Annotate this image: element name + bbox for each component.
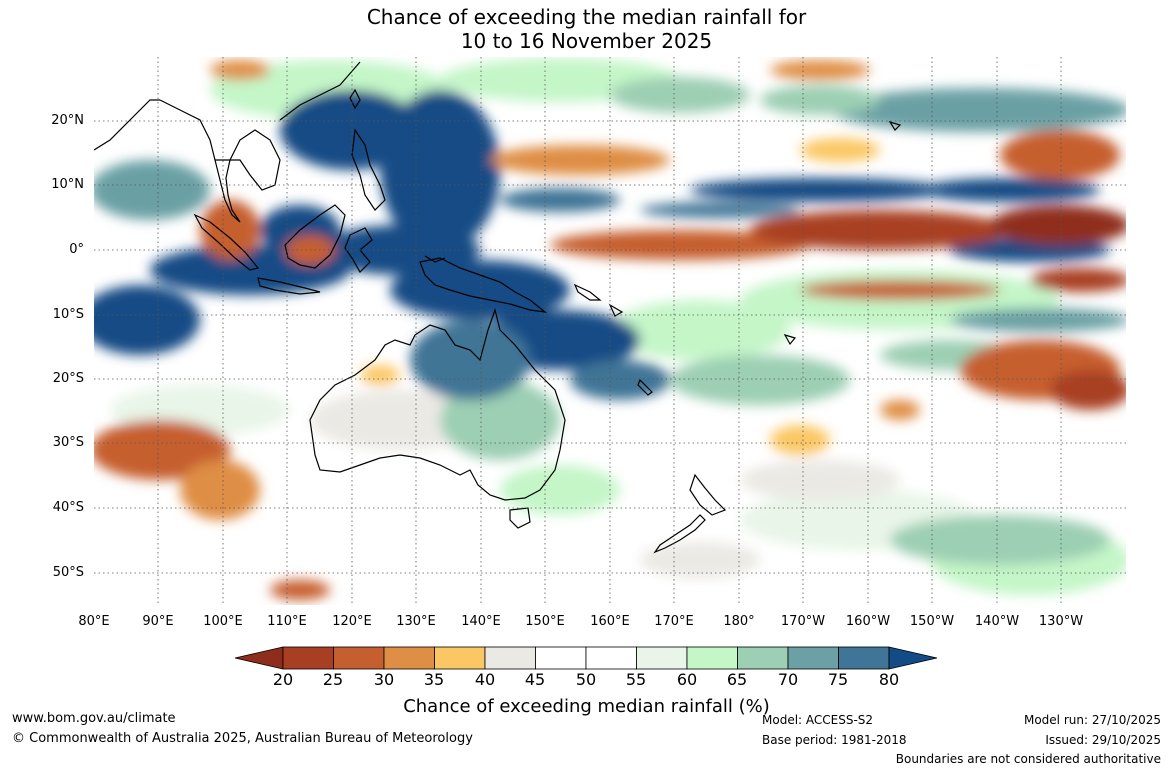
colorbar-tick-50: 50 <box>575 670 597 689</box>
map-title-line-2: 10 to 16 November 2025 <box>460 29 713 53</box>
map-title-line-1: Chance of exceeding the median rainfall … <box>366 5 807 29</box>
rainfall-field <box>94 57 1126 605</box>
lat-label-10s: 10°S <box>52 307 84 322</box>
model-name: Model: ACCESS-S2 <box>762 713 874 727</box>
lat-label-20n: 20°N <box>51 113 84 128</box>
bom-url[interactable]: www.bom.gov.au/climate <box>12 711 176 726</box>
colorbar-tick-40: 40 <box>474 670 496 689</box>
lat-label-0: 0° <box>69 242 84 257</box>
lat-label-10n: 10°N <box>51 177 84 192</box>
colorbar-tick-70: 70 <box>777 670 799 689</box>
lon-label-80e: 80°E <box>78 614 110 629</box>
colorbar-cell <box>686 646 738 670</box>
colorbar-tick-80: 80 <box>878 670 900 689</box>
colorbar-cell <box>787 646 839 670</box>
colorbar-cell <box>434 646 486 670</box>
lon-label-90e: 90°E <box>142 614 174 629</box>
colorbar <box>234 646 938 670</box>
colorbar-under-arrow <box>234 646 284 670</box>
lon-label-150w: 150°W <box>909 614 955 629</box>
lon-label-180: 180° <box>723 614 755 629</box>
lon-label-170w: 170°W <box>780 614 826 629</box>
copyright-notice: © Commonwealth of Australia 2025, Austra… <box>12 731 473 746</box>
lon-label-140w: 140°W <box>974 614 1020 629</box>
colorbar-tick-60: 60 <box>676 670 698 689</box>
lon-label-160w: 160°W <box>845 614 891 629</box>
colorbar-tick-45: 45 <box>524 670 546 689</box>
lon-label-110e: 110°E <box>267 614 307 629</box>
colorbar-cell <box>737 646 789 670</box>
lon-label-150e: 150°E <box>525 614 565 629</box>
lon-label-130e: 130°E <box>396 614 436 629</box>
colorbar-label: Chance of exceeding median rainfall (%) <box>403 696 770 717</box>
colorbar-cell <box>838 646 890 670</box>
colorbar-tick-20: 20 <box>272 670 294 689</box>
colorbar-tick-65: 65 <box>726 670 748 689</box>
lat-label-30s: 30°S <box>52 435 84 450</box>
colorbar-cell <box>282 646 334 670</box>
lon-label-120e: 120°E <box>332 614 372 629</box>
base-period: Base period: 1981-2018 <box>762 733 907 747</box>
lat-label-20s: 20°S <box>52 371 84 386</box>
lon-label-100e: 100°E <box>203 614 243 629</box>
lat-label-40s: 40°S <box>52 500 84 515</box>
colorbar-over-arrow <box>888 646 938 670</box>
colorbar-tick-55: 55 <box>625 670 647 689</box>
colorbar-tick-35: 35 <box>423 670 445 689</box>
colorbar-cell <box>333 646 385 670</box>
colorbar-cell <box>636 646 688 670</box>
lon-label-170e: 170°E <box>654 614 694 629</box>
colorbar-tick-25: 25 <box>322 670 344 689</box>
model-run-date: Model run: 27/10/2025 <box>1023 713 1161 727</box>
colorbar-cell <box>484 646 536 670</box>
rainfall-map <box>94 57 1126 605</box>
colorbar-tick-75: 75 <box>827 670 849 689</box>
graticule <box>94 57 1126 605</box>
coastlines <box>94 61 902 554</box>
boundaries-disclaimer: Boundaries are not considered authoritat… <box>895 752 1161 766</box>
lon-label-130w: 130°W <box>1038 614 1084 629</box>
lon-label-160e: 160°E <box>590 614 630 629</box>
lon-label-140e: 140°E <box>461 614 501 629</box>
colorbar-tick-30: 30 <box>373 670 395 689</box>
lat-label-50s: 50°S <box>52 565 84 580</box>
colorbar-cell <box>383 646 435 670</box>
colorbar-cell <box>535 646 587 670</box>
colorbar-cell <box>585 646 637 670</box>
issued-date: Issued: 29/10/2025 <box>1045 733 1161 747</box>
